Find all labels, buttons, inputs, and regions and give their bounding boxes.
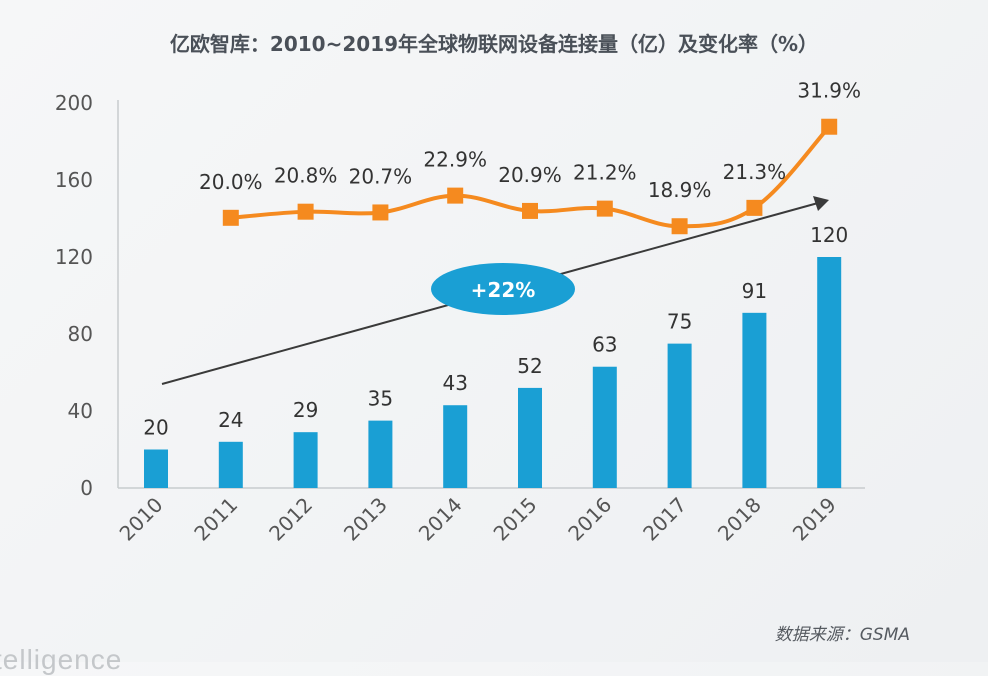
chart-title: 亿欧智库：2010~2019年全球物联网设备连接量（亿）及变化率（%） xyxy=(169,32,819,56)
bar-value-label: 75 xyxy=(667,310,692,334)
line-value-label: 22.9% xyxy=(423,148,487,172)
x-tick-label: 2018 xyxy=(713,493,766,546)
bar xyxy=(742,312,767,488)
line-marker xyxy=(447,187,464,204)
bar-value-label: 43 xyxy=(442,371,467,395)
bar-value-label: 20 xyxy=(143,416,168,440)
watermark: telligence xyxy=(0,644,123,675)
y-tick-label: 0 xyxy=(80,476,93,500)
bar xyxy=(443,405,468,488)
line-marker xyxy=(821,118,838,135)
bar xyxy=(817,257,842,488)
line-marker xyxy=(746,199,763,216)
chart: 0 40 80 120 160 200 2010 2011 2012 2013 2014 2015 20… xyxy=(55,79,865,546)
y-tick-label: 80 xyxy=(68,322,93,346)
bar xyxy=(293,432,318,488)
bar-value-label: 35 xyxy=(368,387,393,411)
source-note: 数据来源：GSMA xyxy=(774,625,910,645)
annotation-text: +22% xyxy=(471,278,536,302)
y-tick-label: 120 xyxy=(55,245,93,269)
line-marker xyxy=(671,218,688,235)
bar xyxy=(368,420,393,488)
line-value-label: 21.2% xyxy=(573,161,637,185)
x-tick-label: 2019 xyxy=(788,493,841,546)
x-tick-label: 2013 xyxy=(339,493,392,546)
x-tick-label: 2010 xyxy=(115,493,168,546)
bar xyxy=(667,343,692,488)
x-tick-label: 2011 xyxy=(189,493,242,546)
bar xyxy=(518,387,542,488)
x-tick-label: 2014 xyxy=(414,493,467,546)
x-tick-label: 2012 xyxy=(264,493,317,546)
bar-value-label: 29 xyxy=(293,398,318,422)
line-value-label: 20.0% xyxy=(199,170,263,194)
line-value-label: 20.9% xyxy=(498,163,562,187)
line-marker xyxy=(522,202,538,219)
bar-value-label: 120 xyxy=(810,223,848,247)
y-tick-label: 200 xyxy=(55,91,93,115)
bar xyxy=(592,366,617,488)
x-tick-label: 2015 xyxy=(489,493,542,546)
line-value-label: 20.7% xyxy=(349,164,413,188)
annotation-badge xyxy=(431,263,575,315)
line-value-label: 21.3% xyxy=(723,160,787,184)
bar xyxy=(218,441,243,488)
line-marker xyxy=(372,204,389,221)
bar-value-label: 52 xyxy=(517,354,542,378)
arrow-head-icon xyxy=(813,196,829,211)
x-tick-label: 2016 xyxy=(563,493,616,546)
bar-value-label: 91 xyxy=(742,279,767,303)
line-value-label: 31.9% xyxy=(797,79,861,103)
line-marker xyxy=(596,200,613,217)
line-marker xyxy=(222,209,239,226)
bar xyxy=(144,449,168,488)
x-tick-label: 2017 xyxy=(638,493,691,546)
y-tick-label: 40 xyxy=(68,399,93,423)
bar-value-label: 63 xyxy=(592,333,617,357)
line-marker xyxy=(297,203,314,220)
line-value-label: 20.8% xyxy=(274,164,338,188)
y-tick-label: 160 xyxy=(55,168,93,192)
bar-value-label: 24 xyxy=(218,408,243,432)
line-value-label: 18.9% xyxy=(648,178,712,202)
